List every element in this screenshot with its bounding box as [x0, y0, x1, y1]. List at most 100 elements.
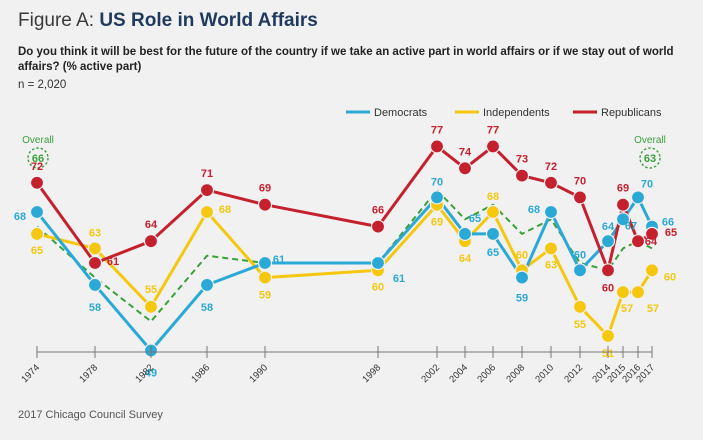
marker-independents-1978	[87, 241, 103, 256]
label-independents-2002: 69	[431, 217, 443, 229]
marker-republicans-2012	[572, 190, 588, 205]
overall-labels: Overall 66 Overall 63	[22, 135, 666, 169]
marker-republicans-2008	[514, 168, 530, 183]
marker-independents-2017	[644, 263, 660, 278]
marker-republicans-1998	[370, 219, 386, 234]
tick-label-2006: 2006	[475, 362, 498, 385]
marker-republicans-2017	[644, 226, 660, 241]
tick-label-1990: 1990	[247, 362, 270, 385]
label-democrats-1998: 61	[393, 273, 405, 285]
label-democrats-2012: 60	[574, 249, 586, 261]
label-republicans-1990: 69	[259, 183, 271, 195]
marker-democrats-2004	[457, 226, 473, 241]
label-independents-2015: 57	[621, 303, 633, 315]
label-republicans-2004: 74	[459, 146, 472, 158]
marker-republicans-2016	[630, 234, 646, 249]
marker-republicans-1986	[199, 183, 215, 198]
marker-independents-2006	[485, 204, 501, 220]
label-democrats-1978: 58	[89, 302, 101, 314]
line-independents	[36, 203, 654, 338]
label-republicans-2014: 60	[602, 282, 614, 294]
tick-label-1978: 1978	[77, 362, 100, 385]
tick-label-1986: 1986	[189, 362, 212, 385]
label-republicans-2015: 69	[617, 183, 629, 195]
source-note: 2017 Chicago Council Survey	[18, 409, 163, 421]
label-democrats-2004: 65	[469, 213, 481, 225]
label-independents-2006: 68	[487, 191, 499, 203]
label-independents-2012: 55	[574, 319, 586, 331]
label-republicans-1978: 61	[107, 256, 119, 268]
label-democrats-2017: 66	[662, 217, 674, 229]
overall-ring-0	[27, 147, 49, 169]
marker-democrats-2002	[429, 190, 445, 205]
marker-republicans-2004	[457, 161, 473, 176]
label-republicans-2010: 72	[545, 161, 557, 173]
marker-democrats-2006	[485, 226, 501, 241]
label-democrats-1986: 58	[201, 302, 213, 314]
chart-title: Figure A: US Role in World Affairs	[18, 10, 318, 32]
marker-democrats-2014	[600, 234, 616, 249]
label-democrats-1974: 68	[14, 211, 26, 223]
marker-independents-2016	[630, 285, 646, 300]
label-independents-2004: 64	[459, 253, 472, 265]
label-democrats-2008: 59	[516, 293, 528, 305]
marker-independents-1986	[199, 204, 215, 220]
line-democrats	[35, 195, 654, 352]
marker-democrats-1974	[29, 204, 45, 220]
marker-democrats-2008	[514, 270, 530, 285]
label-independents-1998: 60	[372, 281, 384, 293]
label-democrats-2015: 67	[625, 220, 637, 232]
tick-label-2008: 2008	[504, 362, 527, 385]
overall-value-0: 66	[32, 153, 44, 165]
line-overall	[36, 189, 653, 323]
legend-label-republicans: Republicans	[601, 107, 662, 119]
series-lines	[35, 144, 654, 352]
marker-independents-2012	[572, 299, 588, 314]
label-republicans-1998: 66	[372, 205, 384, 217]
label-independents-2017: 60	[664, 271, 676, 283]
tick-label-2004: 2004	[447, 362, 470, 385]
marker-republicans-1990	[257, 197, 273, 212]
marker-democrats-2016	[630, 190, 646, 205]
label-republicans-2006: 77	[487, 124, 499, 136]
marker-democrats-1978	[87, 277, 103, 292]
label-democrats-1982: 49	[145, 368, 157, 380]
marker-independents-2010	[543, 241, 559, 256]
label-independents-1974: 65	[31, 245, 43, 257]
label-republicans-1974: 72	[31, 161, 43, 173]
x-axis: 1974 1978 1982 1986 1990 1998 2002 2004 2006 2008…	[19, 346, 657, 385]
label-independents-1982: 55	[145, 284, 157, 296]
label-republicans-2016: 64	[645, 236, 658, 248]
line-republicans	[35, 144, 653, 272]
label-independents-2008: 60	[516, 249, 528, 261]
marker-republicans-2015	[615, 197, 631, 212]
tick-label-2010: 2010	[533, 362, 556, 385]
label-independents-2010: 63	[545, 259, 557, 271]
marker-republicans-2002	[429, 139, 445, 154]
marker-democrats-2010	[543, 204, 559, 220]
overall-value-1: 63	[644, 153, 656, 165]
marker-republicans-1974	[29, 175, 45, 190]
survey-question: Do you think it will be best for the fut…	[18, 46, 674, 73]
label-republicans-2012: 70	[574, 175, 586, 187]
marker-republicans-1982	[143, 234, 159, 249]
label-democrats-2002: 70	[431, 176, 443, 188]
marker-democrats-1998	[370, 255, 386, 271]
label-republicans-2002: 77	[431, 124, 443, 136]
marker-republicans-1978	[87, 255, 103, 271]
label-republicans-2017: 65	[665, 227, 677, 239]
label-independents-1978: 63	[89, 227, 101, 239]
label-democrats-2006: 65	[487, 247, 499, 259]
marker-independents-1990	[257, 270, 273, 285]
legend-label-independents: Independents	[483, 107, 550, 119]
figure-label: Figure A:	[18, 10, 100, 31]
label-independents-2016: 57	[647, 303, 659, 315]
tick-label-2002: 2002	[419, 362, 442, 385]
label-democrats-1990: 61	[273, 254, 285, 266]
marker-independents-1974	[29, 226, 45, 241]
label-republicans-1986: 71	[201, 168, 213, 180]
tick-label-1974: 1974	[19, 362, 42, 385]
title-text: US Role in World Affairs	[99, 10, 318, 31]
label-republicans-1982: 64	[145, 219, 158, 231]
